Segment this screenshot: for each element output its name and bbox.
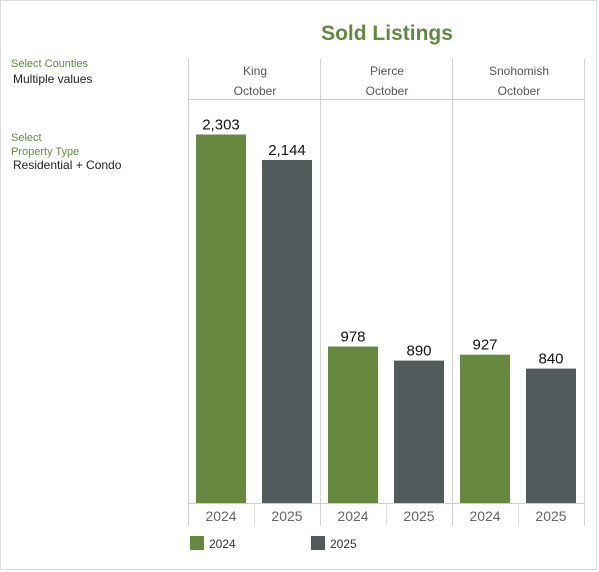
- panel-month-label: October: [497, 84, 541, 98]
- panel-county-label: Snohomish: [488, 64, 550, 78]
- x-tick-label: 2024: [205, 508, 236, 524]
- bar-snohomish-2025: [526, 368, 576, 503]
- legend-label-2024: 2024: [209, 537, 236, 551]
- bar-pierce-2025: [394, 360, 444, 503]
- x-tick-label: 2025: [403, 508, 434, 524]
- data-label: 890: [406, 343, 431, 360]
- legend-swatch-2025: [311, 536, 325, 550]
- chart-title: Sold Listings: [321, 22, 453, 45]
- panel-month-label: October: [233, 84, 277, 98]
- counties-filter-value[interactable]: Multiple values: [13, 72, 93, 86]
- x-tick-label: 2025: [535, 508, 566, 524]
- x-tick-label: 2024: [337, 508, 368, 524]
- panel-county-label: King: [242, 64, 268, 78]
- x-tick-label: 2025: [271, 508, 302, 524]
- bar-snohomish-2024: [460, 354, 510, 503]
- bar-pierce-2024: [328, 346, 378, 503]
- panel-county-label: Pierce: [369, 64, 404, 78]
- bar-king-2025: [262, 159, 312, 503]
- counties-filter-label: Select Counties: [11, 58, 89, 70]
- property-filter-label-line2: Property Type: [11, 146, 80, 158]
- data-label: 2,303: [202, 117, 240, 134]
- property-filter-label-line1: Select: [11, 132, 42, 144]
- property-filter-value[interactable]: Residential + Condo: [13, 158, 122, 172]
- legend-swatch-2024: [190, 536, 204, 550]
- data-label: 927: [472, 337, 497, 354]
- data-label: 840: [538, 351, 563, 368]
- x-tick-label: 2024: [469, 508, 500, 524]
- data-label: 978: [340, 329, 365, 346]
- data-label: 2,144: [268, 142, 306, 159]
- bar-king-2024: [196, 134, 246, 503]
- legend-label-2025: 2025: [330, 537, 357, 551]
- panel-month-label: October: [365, 84, 409, 98]
